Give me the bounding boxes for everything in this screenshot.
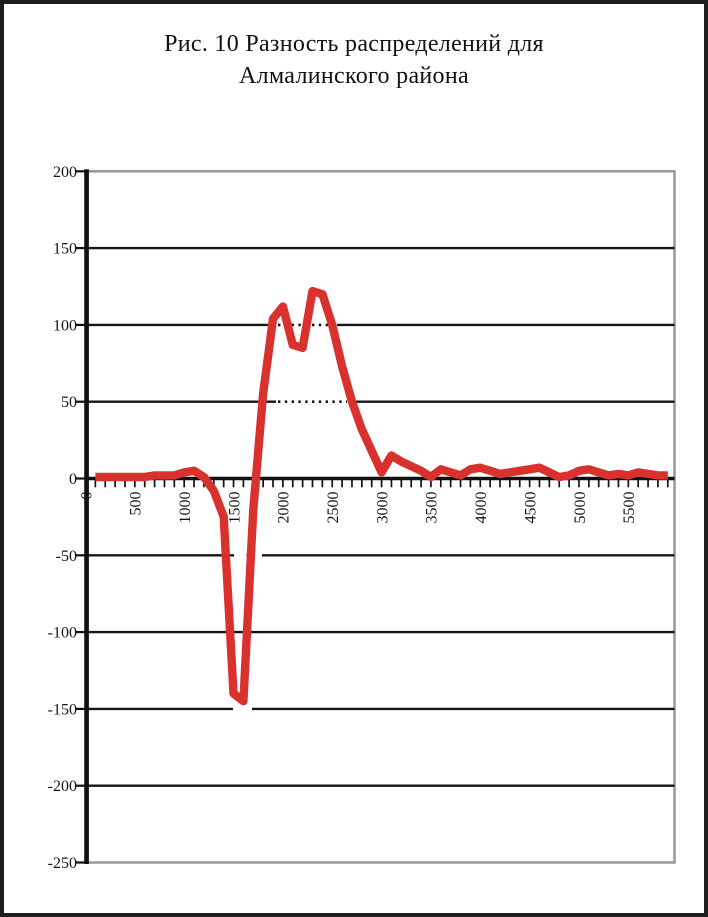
y-axis-label: 200 <box>53 164 77 181</box>
plot-area-border <box>84 170 676 864</box>
x-axis-label: 5000 <box>572 492 589 524</box>
x-axis-label: 500 <box>128 492 145 516</box>
series-line <box>95 286 668 706</box>
x-axis-label: 2000 <box>276 492 293 524</box>
x-axis-label: 3000 <box>374 492 391 524</box>
x-axis-label: 4500 <box>522 492 539 524</box>
y-axis-label: -150 <box>48 701 77 718</box>
chart-title-line2: Алмалинского района <box>239 63 469 89</box>
gridline-gap <box>233 706 252 712</box>
chart-title-line1: Рис. 10 Разность распределений для <box>164 31 544 57</box>
chart-title: Рис. 10 Разность распределений для Алмал… <box>4 28 704 92</box>
x-axis-label: 1500 <box>226 492 243 524</box>
y-axis-label: 50 <box>61 394 77 411</box>
y-axis-label: 150 <box>53 241 77 258</box>
y-axis-label: 100 <box>53 317 77 334</box>
x-axis-label: 1000 <box>177 492 194 524</box>
x-axis-label: 4000 <box>473 492 490 524</box>
y-axis-label: -200 <box>48 778 77 795</box>
y-axis-label: -50 <box>56 548 77 565</box>
y-axis-label: 0 <box>69 471 77 488</box>
x-axis-label: 0 <box>78 492 95 500</box>
y-axis-label: -100 <box>48 625 77 642</box>
y-axis-label: -250 <box>48 855 77 872</box>
x-axis-label: 3500 <box>424 492 441 524</box>
x-axis-label: 5500 <box>621 492 638 524</box>
x-axis-label: 2500 <box>325 492 342 524</box>
